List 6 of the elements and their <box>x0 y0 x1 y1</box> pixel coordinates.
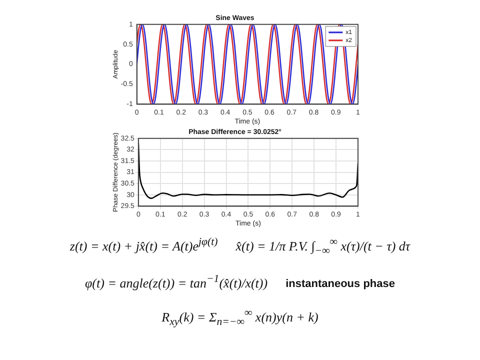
line-series <box>136 24 358 104</box>
text: φ(t) = angle(z(t)) = tan$^{−1}$(x̂(t)/x(t)) <box>84 272 268 292</box>
text: instantaneous phase <box>286 278 395 290</box>
text: R$_{xy}$(k) = Σ$_{n=−∞}$$^{∞}$ x(n)y(n + k) <box>162 307 318 328</box>
text: z(t) = x(t) + jx̂(t) = A(t)e$^{jφ(t)}$ <box>70 236 218 254</box>
text: x̂(t) = 1/π P.V. ∫$_{−∞}$$^{∞}$ x(τ)/(t − τ) dτ <box>236 236 410 257</box>
